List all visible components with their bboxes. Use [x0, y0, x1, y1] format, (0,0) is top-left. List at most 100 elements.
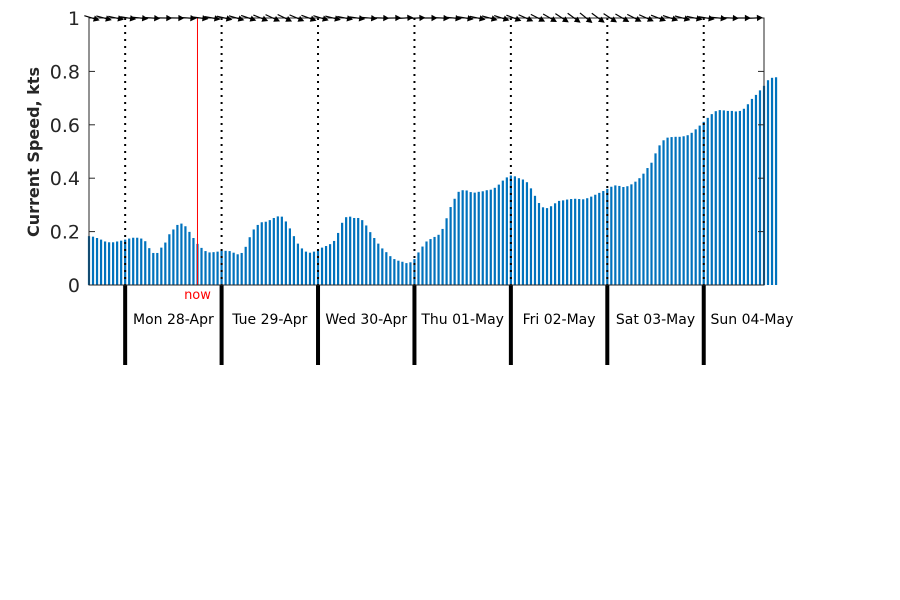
- bar: [678, 136, 681, 285]
- bar: [264, 221, 267, 285]
- bar: [385, 252, 388, 285]
- arrow-head: [129, 15, 137, 22]
- bar: [280, 216, 283, 285]
- bar: [140, 238, 143, 285]
- direction-arrow: [132, 15, 149, 22]
- arrow-head: [585, 16, 593, 24]
- bar: [224, 250, 227, 285]
- day-label: Fri 02-May: [523, 312, 596, 328]
- arrow-head: [92, 15, 100, 22]
- bar: [405, 263, 408, 285]
- bar: [132, 237, 135, 285]
- direction-arrow: [627, 13, 642, 22]
- arrow-head: [237, 15, 245, 22]
- bar: [341, 222, 344, 285]
- bar: [148, 248, 151, 285]
- bar: [662, 140, 665, 285]
- direction-arrow: [494, 14, 510, 22]
- bar: [236, 254, 239, 285]
- bar: [324, 246, 328, 285]
- bar: [734, 111, 737, 285]
- arrow-head: [562, 16, 569, 23]
- direction-arrow: [481, 15, 498, 22]
- arrow-head: [455, 15, 462, 22]
- bar: [722, 110, 725, 285]
- arrow-head: [683, 15, 691, 22]
- bar: [706, 117, 709, 285]
- arrow-head: [756, 14, 763, 22]
- arrow-head: [370, 14, 378, 22]
- bar: [332, 240, 336, 285]
- bar: [357, 217, 360, 285]
- bar: [698, 125, 701, 285]
- direction-arrow: [662, 14, 679, 22]
- bar: [112, 242, 115, 285]
- direction-arrow: [325, 15, 341, 22]
- bar: [296, 243, 300, 285]
- arrow-head: [695, 15, 703, 22]
- bar: [316, 249, 320, 285]
- arrow-head: [720, 15, 727, 22]
- arrow-head: [407, 14, 414, 22]
- direction-arrow: [433, 14, 450, 22]
- direction-arrow: [542, 13, 557, 22]
- bar: [742, 108, 746, 285]
- bar: [304, 251, 308, 286]
- bar: [626, 186, 629, 285]
- bar: [369, 232, 372, 285]
- y-axis-label: Current Speed, kts: [24, 67, 43, 237]
- direction-arrow: [84, 15, 100, 22]
- bar: [252, 229, 255, 285]
- direction-arrow: [204, 15, 221, 22]
- bar: [570, 199, 573, 285]
- day-separator-lines: [123, 18, 706, 365]
- y-tick-label: 1: [68, 8, 80, 30]
- bar: [598, 192, 601, 285]
- direction-arrow: [96, 15, 112, 22]
- bar: [630, 184, 633, 285]
- arrow-head: [249, 15, 257, 22]
- arrow-head: [467, 15, 474, 22]
- direction-arrow: [301, 14, 317, 22]
- bar: [172, 229, 175, 285]
- bar: [770, 77, 774, 285]
- direction-arrow: [615, 13, 630, 22]
- arrow-head: [479, 15, 486, 22]
- bar: [417, 252, 420, 285]
- bar: [361, 220, 364, 285]
- direction-arrow: [108, 15, 124, 22]
- bar: [690, 132, 693, 285]
- bar: [545, 208, 549, 285]
- bar: [103, 241, 107, 285]
- direction-arrow: [698, 15, 715, 22]
- bar: [634, 181, 637, 285]
- bar: [95, 238, 99, 285]
- direction-arrow: [253, 14, 269, 22]
- arrow-head: [117, 15, 124, 22]
- bar: [638, 178, 641, 285]
- direction-arrow: [120, 15, 137, 22]
- bar: [409, 262, 412, 285]
- arrow-head: [671, 15, 679, 22]
- bar: [562, 200, 565, 285]
- arrow-head: [610, 16, 618, 23]
- direction-arrow: [650, 14, 666, 22]
- bar: [397, 260, 400, 285]
- bar: [618, 185, 621, 285]
- bar: [505, 177, 508, 285]
- bar: [557, 200, 561, 285]
- bar: [120, 240, 123, 285]
- bar: [180, 223, 183, 285]
- bar: [337, 232, 340, 285]
- bar: [702, 121, 705, 285]
- bar: [594, 194, 597, 285]
- arrow-head: [346, 15, 353, 22]
- bar: [666, 137, 669, 285]
- bar: [308, 252, 312, 285]
- bar: [272, 217, 275, 285]
- bar: [268, 220, 271, 285]
- day-labels: Mon 28-Apr Tue 29-Apr Wed 30-Apr Thu 01-May…: [133, 312, 793, 328]
- direction-arrow: [289, 14, 305, 22]
- bar: [116, 241, 119, 285]
